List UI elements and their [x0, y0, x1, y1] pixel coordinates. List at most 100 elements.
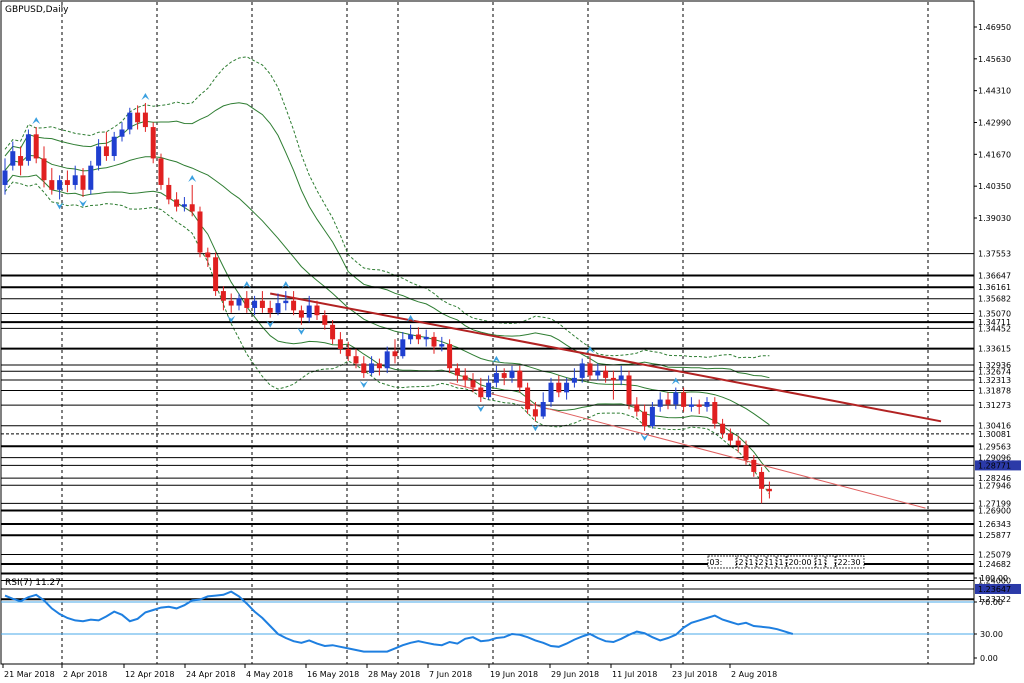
price-tick-label: 1.41670	[978, 150, 1011, 159]
session-cell	[786, 555, 816, 569]
candle-body	[220, 291, 226, 301]
candle-body	[642, 411, 648, 427]
time-tick-label: 19 Jun 2018	[490, 670, 538, 679]
session-cell-label: 1	[769, 558, 774, 567]
candle-body	[478, 387, 484, 398]
candle-body	[197, 211, 203, 253]
candle-body	[681, 392, 687, 407]
candle-body	[322, 315, 328, 325]
price-tick-label: 1.46950	[978, 23, 1011, 32]
candle-body	[540, 402, 546, 417]
level-label: 1.24682	[978, 560, 1011, 569]
level-label: 1.29096	[978, 454, 1011, 463]
candle-body	[415, 334, 421, 340]
time-tick-label: 29 Jun 2018	[551, 670, 599, 679]
fractal-down-arrow	[79, 200, 87, 208]
candle-body	[337, 339, 343, 349]
rsi-panel-frame	[0, 573, 975, 665]
candle-body	[556, 382, 562, 393]
time-tick-label: 23 Jul 2018	[672, 670, 717, 679]
candle-body	[181, 204, 187, 207]
candle-body	[166, 184, 172, 200]
band-upper-line	[4, 102, 770, 379]
candle-body	[688, 404, 694, 407]
fractal-down-arrow	[531, 424, 540, 432]
candle-body	[142, 112, 148, 128]
fractal-up-arrow	[188, 174, 197, 182]
candle-body	[766, 488, 772, 492]
candle-body	[493, 373, 499, 383]
level-label: 1.32313	[978, 376, 1011, 385]
rsi-tick-label: 70.00	[980, 598, 1003, 607]
level-label: 1.24000	[978, 576, 1011, 585]
candle-body	[189, 204, 195, 212]
time-tick-label: 4 May 2018	[246, 670, 293, 679]
candle-body	[486, 382, 492, 398]
candle-body	[743, 445, 749, 460]
session-cell-label: 1	[818, 558, 823, 567]
fractal-up-arrow	[671, 377, 680, 385]
session-cell-label: 1	[779, 558, 784, 567]
level-label: 1.37553	[978, 250, 1011, 259]
candle-body	[252, 300, 258, 308]
candle-body	[283, 300, 289, 304]
level-label: 1.27946	[978, 481, 1011, 490]
candle-body	[291, 300, 297, 311]
level-label: 1.36161	[978, 283, 1011, 292]
candle-body	[259, 300, 265, 308]
candle-body	[548, 382, 554, 403]
price-tick-label: 1.40350	[978, 182, 1011, 191]
fractal-down-arrow	[640, 433, 649, 441]
price-tick-label: 1.45630	[978, 55, 1011, 64]
candle-body	[618, 375, 624, 381]
candle-body	[25, 134, 31, 161]
candle-body	[369, 363, 375, 374]
candle-body	[501, 373, 507, 378]
level-label: 1.27199	[978, 499, 1011, 508]
candle-body	[462, 375, 468, 381]
level-label: 1.23222	[978, 595, 1011, 604]
session-cell	[736, 555, 747, 569]
session-cell	[815, 555, 826, 569]
candle-body	[353, 356, 359, 364]
candle-body	[392, 351, 398, 357]
candle-body	[96, 146, 102, 166]
level-label: 1.31878	[978, 386, 1011, 395]
candle-body	[88, 165, 94, 190]
candle-body	[649, 406, 655, 427]
candle-body	[298, 310, 304, 318]
candle-body	[275, 303, 281, 313]
session-cell	[707, 555, 737, 569]
rsi-line	[4, 590, 794, 653]
candle-body	[525, 387, 531, 410]
session-cell	[746, 555, 757, 569]
candle-body	[587, 363, 593, 376]
level-label: 1.30081	[978, 430, 1011, 439]
candle-body	[696, 404, 702, 407]
candle-body	[57, 180, 63, 190]
candle-body	[727, 433, 733, 441]
candle-body	[735, 440, 741, 446]
candle-body	[306, 305, 312, 318]
session-cell	[766, 555, 777, 569]
candle-body	[236, 298, 242, 306]
rsi-tick-label: 30.00	[980, 630, 1003, 639]
candle-body	[579, 363, 585, 378]
level-label: 1.35070	[978, 310, 1011, 319]
fractal-up-arrow	[492, 355, 501, 363]
candle-body	[174, 199, 180, 207]
level-label: 1.25079	[978, 550, 1011, 559]
candle-body	[158, 158, 164, 185]
candle-body	[33, 134, 39, 159]
session-cell	[776, 555, 787, 569]
candle-body	[439, 344, 445, 347]
candle-body	[49, 180, 55, 190]
candle-body	[345, 348, 351, 357]
candlesticks	[2, 102, 772, 504]
candle-body	[150, 127, 156, 159]
candle-body	[704, 402, 710, 407]
candle-body	[759, 471, 765, 489]
time-axis: 21 Mar 2018 2 Apr 2018 12 Apr 2018 24 Apr 2…	[2, 664, 777, 679]
candle-body	[213, 257, 219, 292]
